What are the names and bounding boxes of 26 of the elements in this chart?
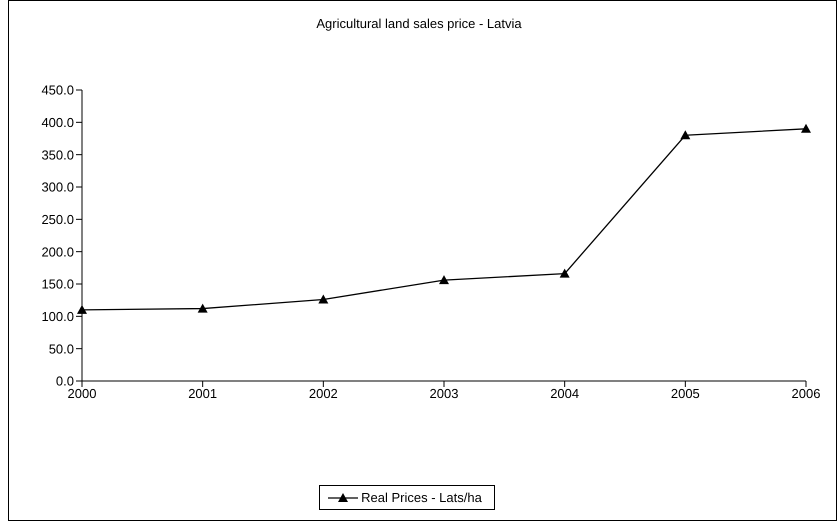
x-tick-label: 2006: [792, 386, 820, 402]
chart-title: Agricultural land sales price - Latvia: [315, 16, 523, 31]
y-tick-label: 450.0: [41, 82, 74, 98]
point: [680, 130, 690, 140]
x-tick-label: 2002: [308, 386, 338, 402]
y-tick-label: 400.0: [41, 114, 74, 130]
x-tick-label: 2005: [670, 386, 700, 402]
point: [560, 268, 570, 278]
x-tick-label: 2004: [550, 386, 580, 402]
point: [77, 304, 87, 314]
point: [318, 294, 328, 304]
point: [801, 124, 811, 133]
legend-label: Real Prices - Lats/ha: [361, 490, 482, 505]
y-tick-label: 0.0: [56, 374, 74, 389]
y-tick-label: 100.0: [41, 308, 74, 324]
y-tick-label: 300.0: [41, 180, 74, 195]
point: [439, 275, 449, 284]
x-tick-label: 2000: [68, 386, 96, 402]
y-tick-label: 250.0: [41, 212, 74, 227]
y-tick-label: 50.0: [48, 341, 74, 356]
x-tick-label: 2001: [188, 386, 218, 402]
y-tick-label: 200.0: [41, 244, 74, 260]
y-tick-label: 350.0: [41, 147, 74, 162]
x-tick-label: 2003: [430, 386, 458, 402]
y-tick-label: 150.0: [41, 276, 74, 292]
point: [198, 304, 208, 313]
